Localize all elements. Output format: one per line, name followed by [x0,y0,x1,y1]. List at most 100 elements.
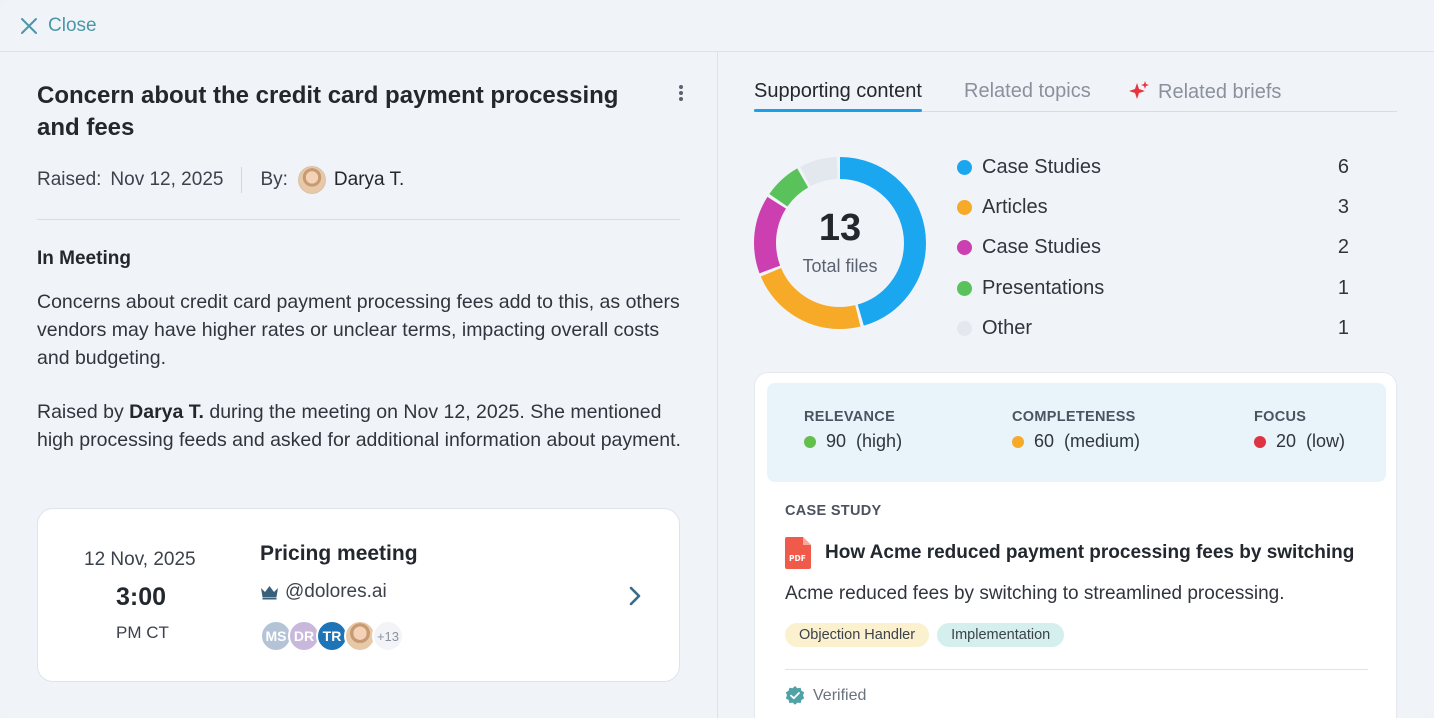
more-options-icon[interactable] [677,84,685,101]
issue-description: Concerns about credit card payment proce… [37,291,680,369]
tab-label: Related topics [964,80,1091,102]
avatar: TR [316,620,348,652]
panel-divider [717,52,718,718]
raised-label: Raised: [37,169,102,190]
total-files-label: Total files [802,256,878,276]
meeting-date: 12 Nov, 2025 [84,549,196,570]
attendee-avatars[interactable]: MS DR TR +13 [260,620,404,652]
score-level: (low) [1306,431,1346,451]
host-handle: @dolores.ai [285,581,387,602]
legend-item[interactable]: Other 1 [957,308,1349,348]
score-label: RELEVANCE [804,409,896,425]
meeting-time: 3:00 [116,583,167,611]
pdf-file-icon: PDF [785,537,811,569]
legend-count: 3 [1337,195,1349,218]
by-label: By: [260,169,288,190]
score-level: (high) [856,431,903,451]
raised-by-name[interactable]: Darya T. [333,169,405,190]
issue-context: Raised by Darya T. during the meeting on… [37,398,687,454]
document-description: Acme reduced fees by switching to stream… [785,583,1285,604]
score-label: COMPLETENESS [1012,409,1136,425]
donut-segment [754,157,926,329]
tag[interactable]: Objection Handler [785,623,930,647]
legend-label: Articles [982,195,1048,218]
chevron-right-icon[interactable] [628,585,642,607]
tab-label: Supporting content [754,80,922,102]
svg-text:PDF: PDF [789,554,806,563]
tag[interactable]: Implementation [937,623,1065,647]
legend-label: Other [982,316,1033,339]
tab-related-briefs[interactable]: Related briefs [1128,80,1281,104]
avatar: MS [260,620,292,652]
tab-label: Related briefs [1158,81,1282,103]
document-card: RELEVANCE 90 (high) COMPLETENESS 60 (med… [754,372,1397,718]
donut-segment [754,157,926,329]
content-tabs: Supporting content Related topics Relate… [754,78,1397,112]
score-dot [1254,435,1266,448]
meeting-host: @dolores.ai [260,581,387,603]
legend-dot [957,199,972,215]
legend-label: Presentations [982,276,1105,299]
verified-badge-icon [785,686,805,705]
context-suffix: during the meeting on Nov 12, 2025. She … [37,401,681,451]
context-prefix: Raised by [37,401,130,423]
legend-item[interactable]: Case Studies 6 [957,147,1349,187]
document-link[interactable]: PDF How Acme reduced payment processing … [785,537,1354,569]
meta-separator [241,167,243,193]
sparkle-icon [1129,81,1149,99]
legend-dot [957,280,972,296]
focus-score: FOCUS 20 (low) [1254,409,1345,452]
tab-related-topics[interactable]: Related topics [964,80,1091,103]
relevance-score: RELEVANCE 90 (high) [804,409,902,452]
crown-icon [261,586,278,600]
donut-segment [754,157,926,329]
close-label: Close [48,15,97,36]
avatar: DR [288,620,320,652]
meeting-title: Pricing meeting [260,542,418,565]
document-type: CASE STUDY [785,503,882,519]
avatar [297,166,326,194]
files-legend: Case Studies 6 Articles 3 Case Studies 2 Pr… [957,147,1349,348]
legend-label: Case Studies [982,236,1101,259]
score-value: 60 [1034,431,1055,451]
issue-title: Concern about the credit card payment pr… [37,82,619,141]
top-bar: Close [0,0,1434,52]
score-label: FOCUS [1254,409,1307,425]
score-dot [1012,435,1024,448]
completeness-score: COMPLETENESS 60 (medium) [1012,409,1140,452]
divider [37,219,680,220]
verified-label: Verified [813,687,867,704]
close-button[interactable]: Close [20,14,97,38]
close-icon [21,18,37,34]
legend-item[interactable]: Articles 3 [957,187,1349,227]
legend-item[interactable]: Presentations 1 [957,268,1349,308]
legend-count: 6 [1337,155,1349,178]
context-name: Darya T. [129,401,204,423]
raised-date: Nov 12, 2025 [110,169,224,190]
score-level: (medium) [1064,431,1141,451]
more-attendees-badge: +13 [372,620,404,652]
legend-item[interactable]: Case Studies 2 [957,228,1349,268]
score-value: 20 [1276,431,1297,451]
meeting-card[interactable]: 12 Nov, 2025 3:00 PM CT Pricing meeting … [37,508,680,682]
legend-count: 1 [1337,316,1349,339]
meeting-timezone: PM CT [116,623,169,642]
issue-meta: Raised: Nov 12, 2025 By: Darya T. [37,164,404,196]
document-title: How Acme reduced payment processing fees… [825,542,1355,563]
score-value: 90 [826,431,847,451]
legend-label: Case Studies [982,155,1101,178]
tab-supporting-content[interactable]: Supporting content [754,80,922,112]
verified-status: Verified [785,686,866,706]
section-heading: In Meeting [37,248,131,269]
legend-count: 2 [1337,236,1349,259]
legend-dot [957,240,972,256]
score-dot [804,435,816,448]
legend-dot [957,320,972,336]
document-tags: Objection Handler Implementation [785,623,1065,647]
legend-count: 1 [1337,276,1349,299]
files-donut-chart [754,157,926,329]
score-panel: RELEVANCE 90 (high) COMPLETENESS 60 (med… [767,383,1386,482]
total-files-count: 13 [818,207,862,249]
divider [785,669,1368,670]
